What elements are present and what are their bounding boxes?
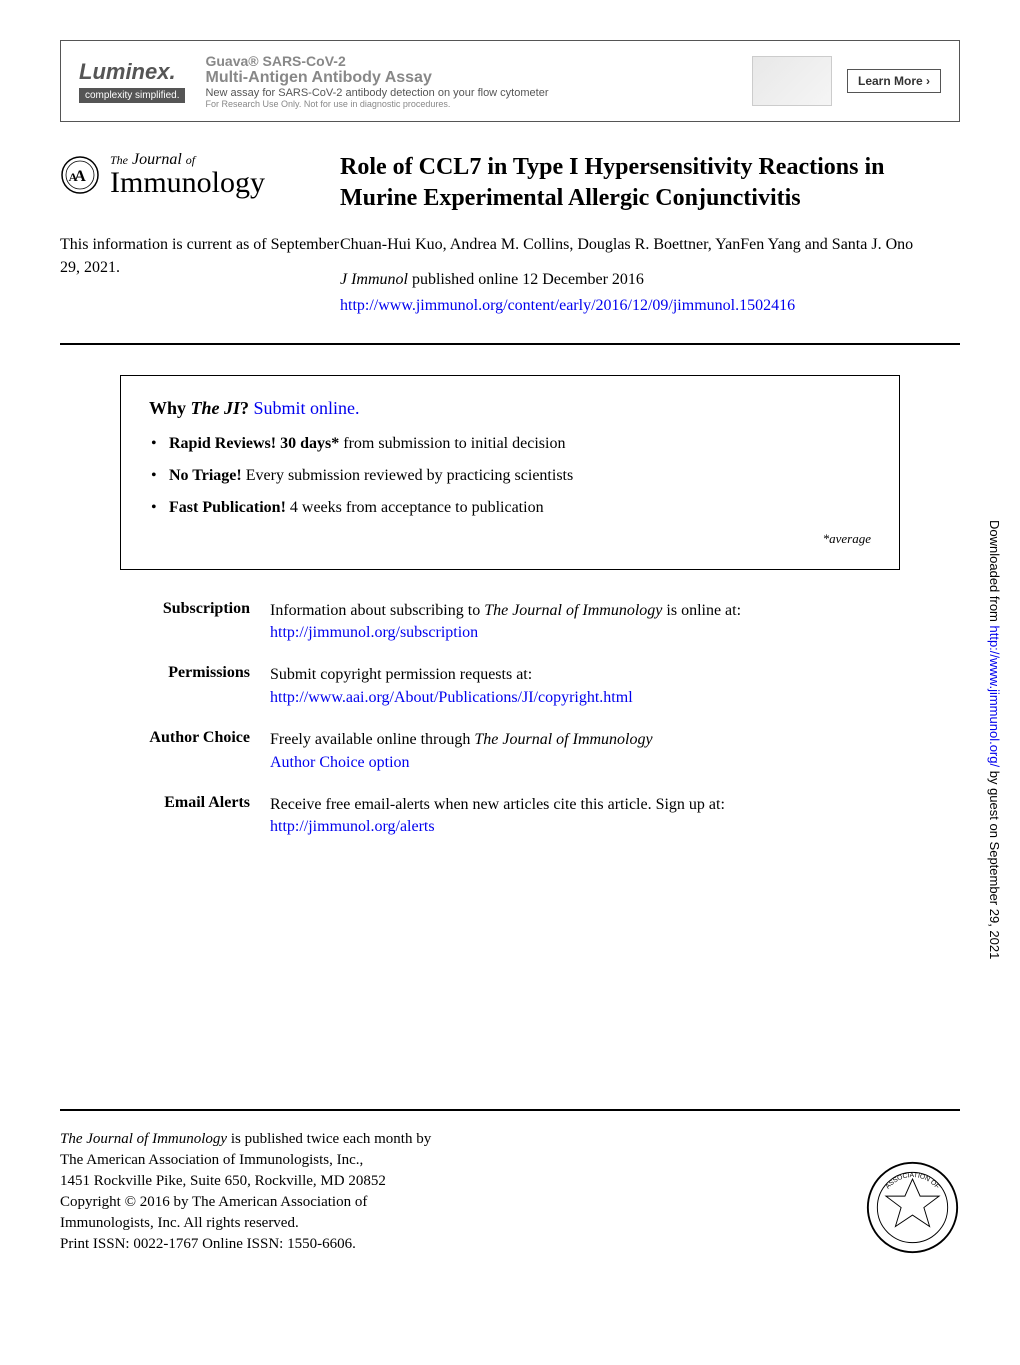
current-info: This information is current as of Septem… bbox=[60, 234, 340, 279]
links-table: Subscription Information about subscribi… bbox=[100, 600, 920, 839]
why-item-1-bold: Rapid Reviews! 30 days* bbox=[169, 435, 339, 452]
ad-logo-tagline: complexity simplified. bbox=[79, 88, 185, 103]
publication-url[interactable]: http://www.jimmunol.org/content/early/20… bbox=[340, 295, 960, 317]
author-choice-label: Author Choice bbox=[100, 729, 270, 774]
why-item-2-bold: No Triage! bbox=[169, 467, 242, 484]
publication-line: J Immunol published online 12 December 2… bbox=[340, 269, 960, 291]
why-average-note: *average bbox=[149, 531, 871, 547]
publication-info: Chuan-Hui Kuo, Andrea M. Collins, Dougla… bbox=[340, 234, 960, 317]
ad-logo: Luminex. complexity simplified. bbox=[79, 59, 185, 103]
pub-journal: J Immunol bbox=[340, 271, 408, 288]
subscription-content: Information about subscribing to The Jou… bbox=[270, 600, 920, 645]
footer-line4: Copyright © 2016 by The American Associa… bbox=[60, 1194, 367, 1210]
svg-text:A: A bbox=[69, 170, 78, 184]
subscription-link[interactable]: http://jimmunol.org/subscription bbox=[270, 624, 478, 641]
why-item-3-bold: Fast Publication! bbox=[169, 499, 286, 516]
permissions-link[interactable]: http://www.aai.org/About/Publications/JI… bbox=[270, 689, 633, 706]
article-title-block: Role of CCL7 in Type I Hypersensitivity … bbox=[340, 152, 960, 214]
author-choice-row: Author Choice Freely available online th… bbox=[100, 729, 920, 774]
why-q: ? bbox=[240, 398, 254, 418]
footer-text: The Journal of Immunology is published t… bbox=[60, 1129, 431, 1255]
info-row: This information is current as of Septem… bbox=[60, 234, 960, 317]
why-item-3-rest: 4 weeks from acceptance to publication bbox=[286, 499, 544, 516]
why-item-1: Rapid Reviews! 30 days* from submission … bbox=[169, 435, 871, 453]
footer-line6: Print ISSN: 0022-1767 Online ISSN: 1550-… bbox=[60, 1236, 356, 1252]
email-alerts-content: Receive free email-alerts when new artic… bbox=[270, 794, 920, 839]
footer-line1-italic: The Journal of Immunology bbox=[60, 1131, 227, 1147]
footer-line3: 1451 Rockville Pike, Suite 650, Rockvill… bbox=[60, 1173, 386, 1189]
pub-date: published online 12 December 2016 bbox=[412, 271, 644, 288]
why-item-3: Fast Publication! 4 weeks from acceptanc… bbox=[169, 499, 871, 517]
why-prefix: Why bbox=[149, 398, 191, 418]
subscription-label: Subscription bbox=[100, 600, 270, 645]
svg-text:ASSOCIATION OF: ASSOCIATION OF bbox=[884, 1172, 940, 1190]
why-list: Rapid Reviews! 30 days* from submission … bbox=[149, 435, 871, 517]
why-ji-box: Why The JI? Submit online. Rapid Reviews… bbox=[120, 375, 900, 570]
footer-row: The Journal of Immunology is published t… bbox=[60, 1109, 960, 1255]
header-row: A A The Journal of Immunology Role of CC… bbox=[60, 152, 960, 214]
footer-line5: Immunologists, Inc. All rights reserved. bbox=[60, 1215, 299, 1231]
why-italic: The JI bbox=[191, 398, 241, 418]
why-item-1-rest: from submission to initial decision bbox=[339, 435, 565, 452]
subscription-italic: The Journal of Immunology bbox=[484, 602, 662, 619]
subscription-row: Subscription Information about subscribi… bbox=[100, 600, 920, 645]
author-choice-prefix: Freely available online through bbox=[270, 731, 474, 748]
ad-headline-1: Guava® SARS-CoV-2 bbox=[205, 53, 737, 69]
journal-logo: A A The Journal of Immunology bbox=[60, 152, 340, 198]
side-prefix: Downloaded from bbox=[987, 520, 1002, 626]
footer-line1-rest: is published twice each month by bbox=[227, 1131, 431, 1147]
email-alerts-text: Receive free email-alerts when new artic… bbox=[270, 796, 725, 813]
permissions-text: Submit copyright permission requests at: bbox=[270, 666, 532, 683]
footer-line2: The American Association of Immunologist… bbox=[60, 1152, 363, 1168]
ad-description: New assay for SARS-CoV-2 antibody detect… bbox=[205, 87, 737, 99]
divider-top bbox=[60, 343, 960, 345]
author-choice-content: Freely available online through The Jour… bbox=[270, 729, 920, 774]
permissions-row: Permissions Submit copyright permission … bbox=[100, 664, 920, 709]
side-suffix: by guest on September 29, 2021 bbox=[987, 767, 1002, 959]
permissions-label: Permissions bbox=[100, 664, 270, 709]
subscription-prefix: Information about subscribing to bbox=[270, 602, 484, 619]
subscription-suffix: is online at: bbox=[662, 602, 741, 619]
ad-headline-2: Multi-Antigen Antibody Assay bbox=[205, 69, 737, 87]
ad-banner[interactable]: Luminex. complexity simplified. Guava® S… bbox=[60, 40, 960, 122]
why-ji-title: Why The JI? Submit online. bbox=[149, 398, 871, 419]
email-alerts-row: Email Alerts Receive free email-alerts w… bbox=[100, 794, 920, 839]
authors: Chuan-Hui Kuo, Andrea M. Collins, Dougla… bbox=[340, 234, 960, 256]
author-choice-link[interactable]: Author Choice option bbox=[270, 754, 410, 771]
aai-seal-icon: ASSOCIATION OF bbox=[865, 1160, 960, 1255]
ad-logo-name: Luminex. bbox=[79, 59, 185, 85]
ad-disclaimer: For Research Use Only. Not for use in di… bbox=[205, 99, 737, 109]
ad-content: Guava® SARS-CoV-2 Multi-Antigen Antibody… bbox=[205, 53, 737, 109]
download-source-note: Downloaded from http://www.jimmunol.org/… bbox=[987, 520, 1002, 959]
side-url[interactable]: http://www.jimmunol.org/ bbox=[987, 626, 1002, 768]
journal-logo-line2: Immunology bbox=[110, 168, 265, 198]
email-alerts-label: Email Alerts bbox=[100, 794, 270, 839]
journal-badge-icon: A A bbox=[60, 155, 100, 195]
learn-more-button[interactable]: Learn More › bbox=[847, 69, 941, 93]
email-alerts-link[interactable]: http://jimmunol.org/alerts bbox=[270, 818, 435, 835]
why-item-2: No Triage! Every submission reviewed by … bbox=[169, 467, 871, 485]
article-title: Role of CCL7 in Type I Hypersensitivity … bbox=[340, 152, 960, 214]
why-item-2-rest: Every submission reviewed by practicing … bbox=[242, 467, 573, 484]
permissions-content: Submit copyright permission requests at:… bbox=[270, 664, 920, 709]
ad-product-image bbox=[752, 56, 832, 106]
author-choice-italic: The Journal of Immunology bbox=[474, 731, 652, 748]
submit-online-link[interactable]: Submit online. bbox=[254, 398, 360, 418]
